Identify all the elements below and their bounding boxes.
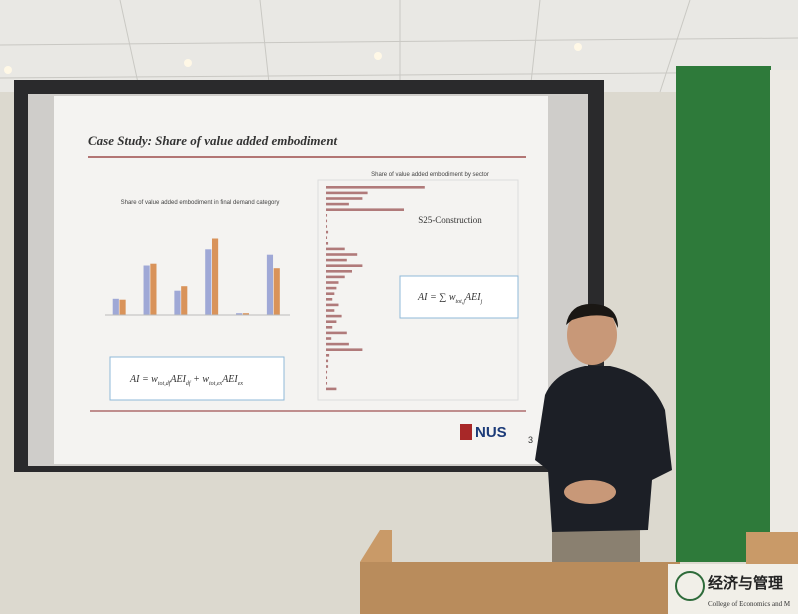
bar xyxy=(326,208,404,211)
wall-right xyxy=(770,70,798,560)
ceiling-lights xyxy=(4,43,582,74)
formula-part: AI = w xyxy=(129,374,158,385)
podium xyxy=(360,562,680,614)
nus-crest xyxy=(460,424,472,440)
bar xyxy=(242,313,249,315)
left-chart-title: Share of value added embodiment in final… xyxy=(121,200,280,206)
sign-chinese: 经济与管理 xyxy=(708,574,783,592)
formula-left: AI = wtot,dfAEIdf + wtot,exAEIex xyxy=(129,374,243,387)
bar xyxy=(326,186,425,189)
bar xyxy=(326,236,328,239)
formula-part: ex xyxy=(238,381,244,387)
bar xyxy=(119,299,126,315)
formula-part: AI = ∑ w xyxy=(417,292,456,303)
formula-part: AEI xyxy=(464,292,481,303)
bar xyxy=(326,264,363,267)
bar xyxy=(181,286,188,315)
bar xyxy=(326,387,337,391)
bar xyxy=(326,370,328,374)
bar xyxy=(326,359,329,363)
bar xyxy=(174,290,181,315)
bar xyxy=(326,247,345,251)
bar xyxy=(326,376,328,379)
bar xyxy=(326,270,352,273)
bar xyxy=(326,303,339,307)
bar xyxy=(326,342,349,346)
formula-box-right xyxy=(399,275,519,319)
bar xyxy=(326,225,328,228)
ceiling-grid xyxy=(0,0,798,93)
bar xyxy=(326,326,333,329)
bar xyxy=(211,238,219,315)
bar xyxy=(326,298,333,301)
bar xyxy=(326,258,347,262)
bar xyxy=(326,348,363,351)
podium-right xyxy=(746,532,798,566)
bar xyxy=(326,337,332,340)
formula-part: tot,df xyxy=(158,380,172,387)
bar xyxy=(326,281,339,284)
bar xyxy=(326,197,363,200)
annotation: S25-Construction xyxy=(418,215,482,225)
bar xyxy=(326,191,368,195)
bar xyxy=(326,242,329,245)
bar xyxy=(326,382,328,385)
bar xyxy=(326,253,358,256)
formula-part: AEI xyxy=(221,374,238,385)
bar xyxy=(143,265,150,315)
formula-part: + w xyxy=(191,374,210,385)
bar xyxy=(326,331,347,335)
bar xyxy=(326,314,342,318)
bar xyxy=(326,202,349,206)
formula-part: AEI xyxy=(169,374,186,385)
green-panel xyxy=(676,66,771,562)
formula-right: AI = ∑ wtot,jAEIj xyxy=(417,292,483,305)
bar xyxy=(150,263,157,315)
bar xyxy=(326,286,337,290)
bar xyxy=(326,214,328,217)
formula-box-left xyxy=(109,356,285,401)
formula-part: j xyxy=(480,299,483,305)
bar xyxy=(236,313,243,315)
formula-part: df xyxy=(186,380,192,387)
formula: AI = ∑ wtot,jAEIj xyxy=(417,292,483,305)
bar xyxy=(326,230,329,234)
bar xyxy=(326,320,337,323)
bar xyxy=(326,275,345,279)
slide-title: Case Study: Share of value added embodim… xyxy=(88,133,338,148)
sign-english: College of Economics and M xyxy=(708,600,791,608)
nus-logo: NUS xyxy=(475,424,507,441)
bar xyxy=(273,268,280,315)
formula-part: tot,j xyxy=(456,299,466,305)
formula-part: tot,ex xyxy=(209,381,222,387)
page-number: 3 xyxy=(528,435,533,445)
bar xyxy=(326,365,329,368)
podium-edge xyxy=(360,530,392,562)
bar xyxy=(326,309,335,312)
bar xyxy=(112,298,119,315)
right-chart-title: Share of value added embodiment by secto… xyxy=(371,172,489,178)
bar xyxy=(326,219,328,223)
bar xyxy=(266,254,274,315)
speaker xyxy=(535,303,672,565)
bar xyxy=(326,354,330,357)
bar xyxy=(205,249,212,315)
formula: AI = wtot,dfAEIdf + wtot,exAEIex xyxy=(129,374,243,387)
sign-emblem xyxy=(675,571,705,601)
bar xyxy=(326,292,335,295)
